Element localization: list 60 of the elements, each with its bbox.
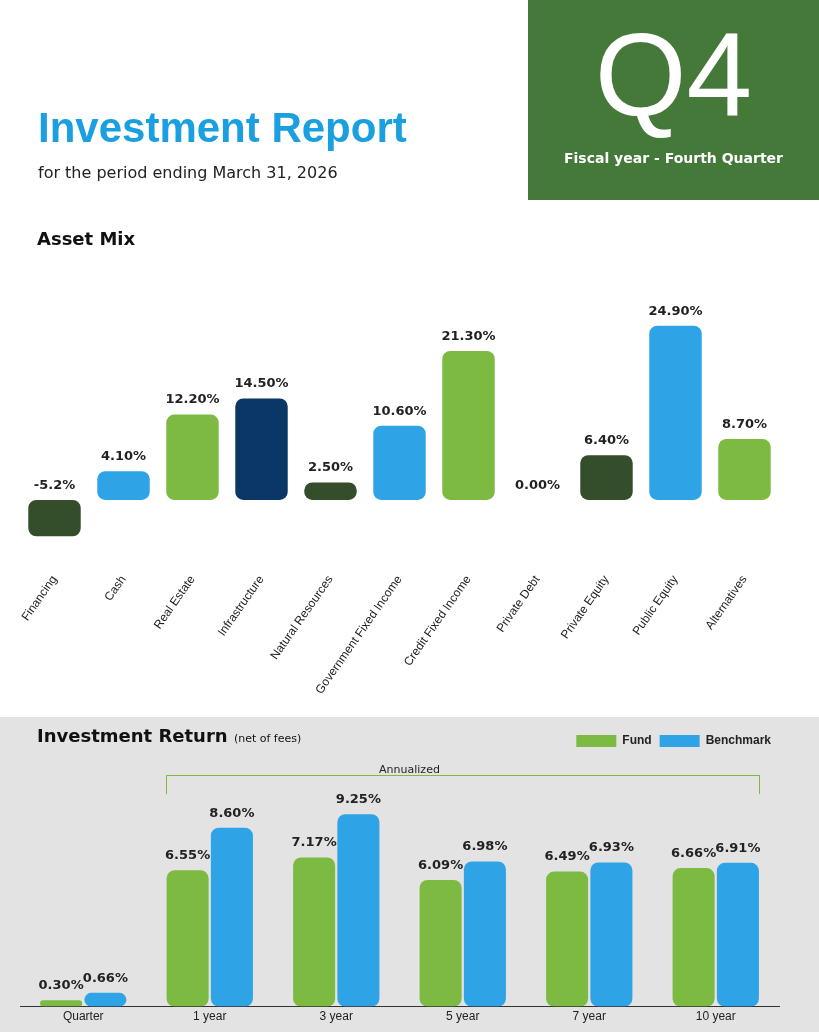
bar bbox=[580, 455, 633, 500]
data-label: 6.09% bbox=[418, 856, 464, 872]
data-label: 6.66% bbox=[671, 844, 717, 860]
chart-title: Investment Return bbox=[37, 725, 228, 746]
bar bbox=[304, 482, 357, 500]
data-label: 6.40% bbox=[583, 432, 630, 448]
bar bbox=[166, 870, 209, 1007]
text: Annualized bbox=[378, 763, 441, 776]
x-tick-label: 5 year bbox=[446, 1009, 480, 1024]
data-label: 8.70% bbox=[721, 415, 768, 431]
legend-label: Fund bbox=[622, 733, 652, 748]
x-tick-label: Quarter bbox=[62, 1009, 104, 1024]
chart-subtitle: (net of fees) bbox=[233, 732, 302, 745]
bar bbox=[373, 425, 426, 500]
data-label: 24.90% bbox=[648, 302, 703, 318]
bar bbox=[590, 862, 633, 1007]
bar bbox=[419, 879, 462, 1007]
bar bbox=[97, 471, 150, 500]
bar bbox=[649, 325, 702, 500]
data-label: 12.20% bbox=[165, 391, 220, 407]
data-label: 14.50% bbox=[234, 375, 289, 391]
text: Q4 bbox=[593, 8, 754, 143]
bar bbox=[210, 827, 253, 1007]
data-label: -5.2% bbox=[33, 476, 76, 492]
bar bbox=[442, 350, 495, 500]
text: Fiscal year - Fourth Quarter bbox=[563, 150, 784, 166]
bar bbox=[28, 499, 81, 537]
data-label: 10.60% bbox=[372, 402, 427, 418]
legend-label: Benchmark bbox=[705, 733, 772, 748]
data-label: 0.30% bbox=[38, 977, 84, 993]
bar bbox=[293, 857, 336, 1007]
data-label: 2.50% bbox=[307, 459, 354, 475]
data-label: 21.30% bbox=[441, 327, 496, 343]
bar bbox=[672, 868, 715, 1007]
data-label: 6.55% bbox=[165, 847, 211, 863]
data-label: 6.98% bbox=[462, 838, 508, 854]
bar bbox=[235, 398, 288, 500]
bar bbox=[716, 862, 759, 1007]
bar bbox=[718, 439, 771, 500]
data-label: 9.25% bbox=[335, 791, 381, 807]
x-tick-label: 1 year bbox=[193, 1009, 227, 1024]
text: Investment Report bbox=[38, 104, 407, 152]
bar bbox=[166, 414, 219, 500]
x-tick-label: 10 year bbox=[695, 1009, 736, 1024]
bar bbox=[40, 1000, 83, 1007]
data-label: 0.66% bbox=[82, 969, 128, 985]
chart-title: Asset Mix bbox=[37, 228, 136, 249]
data-label: 6.91% bbox=[715, 839, 761, 855]
data-label: 7.17% bbox=[291, 834, 337, 850]
bar bbox=[546, 871, 589, 1007]
x-tick-label: 7 year bbox=[572, 1009, 606, 1024]
text: for the period ending March 31, 2026 bbox=[38, 163, 338, 182]
data-label: 6.49% bbox=[544, 848, 590, 864]
data-label: 6.93% bbox=[588, 839, 634, 855]
x-tick-label: 3 year bbox=[319, 1009, 353, 1024]
bar bbox=[463, 861, 506, 1007]
data-label: 0.00% bbox=[514, 476, 561, 492]
bar bbox=[337, 814, 380, 1007]
data-label: 8.60% bbox=[209, 804, 255, 820]
data-label: 4.10% bbox=[100, 448, 147, 464]
